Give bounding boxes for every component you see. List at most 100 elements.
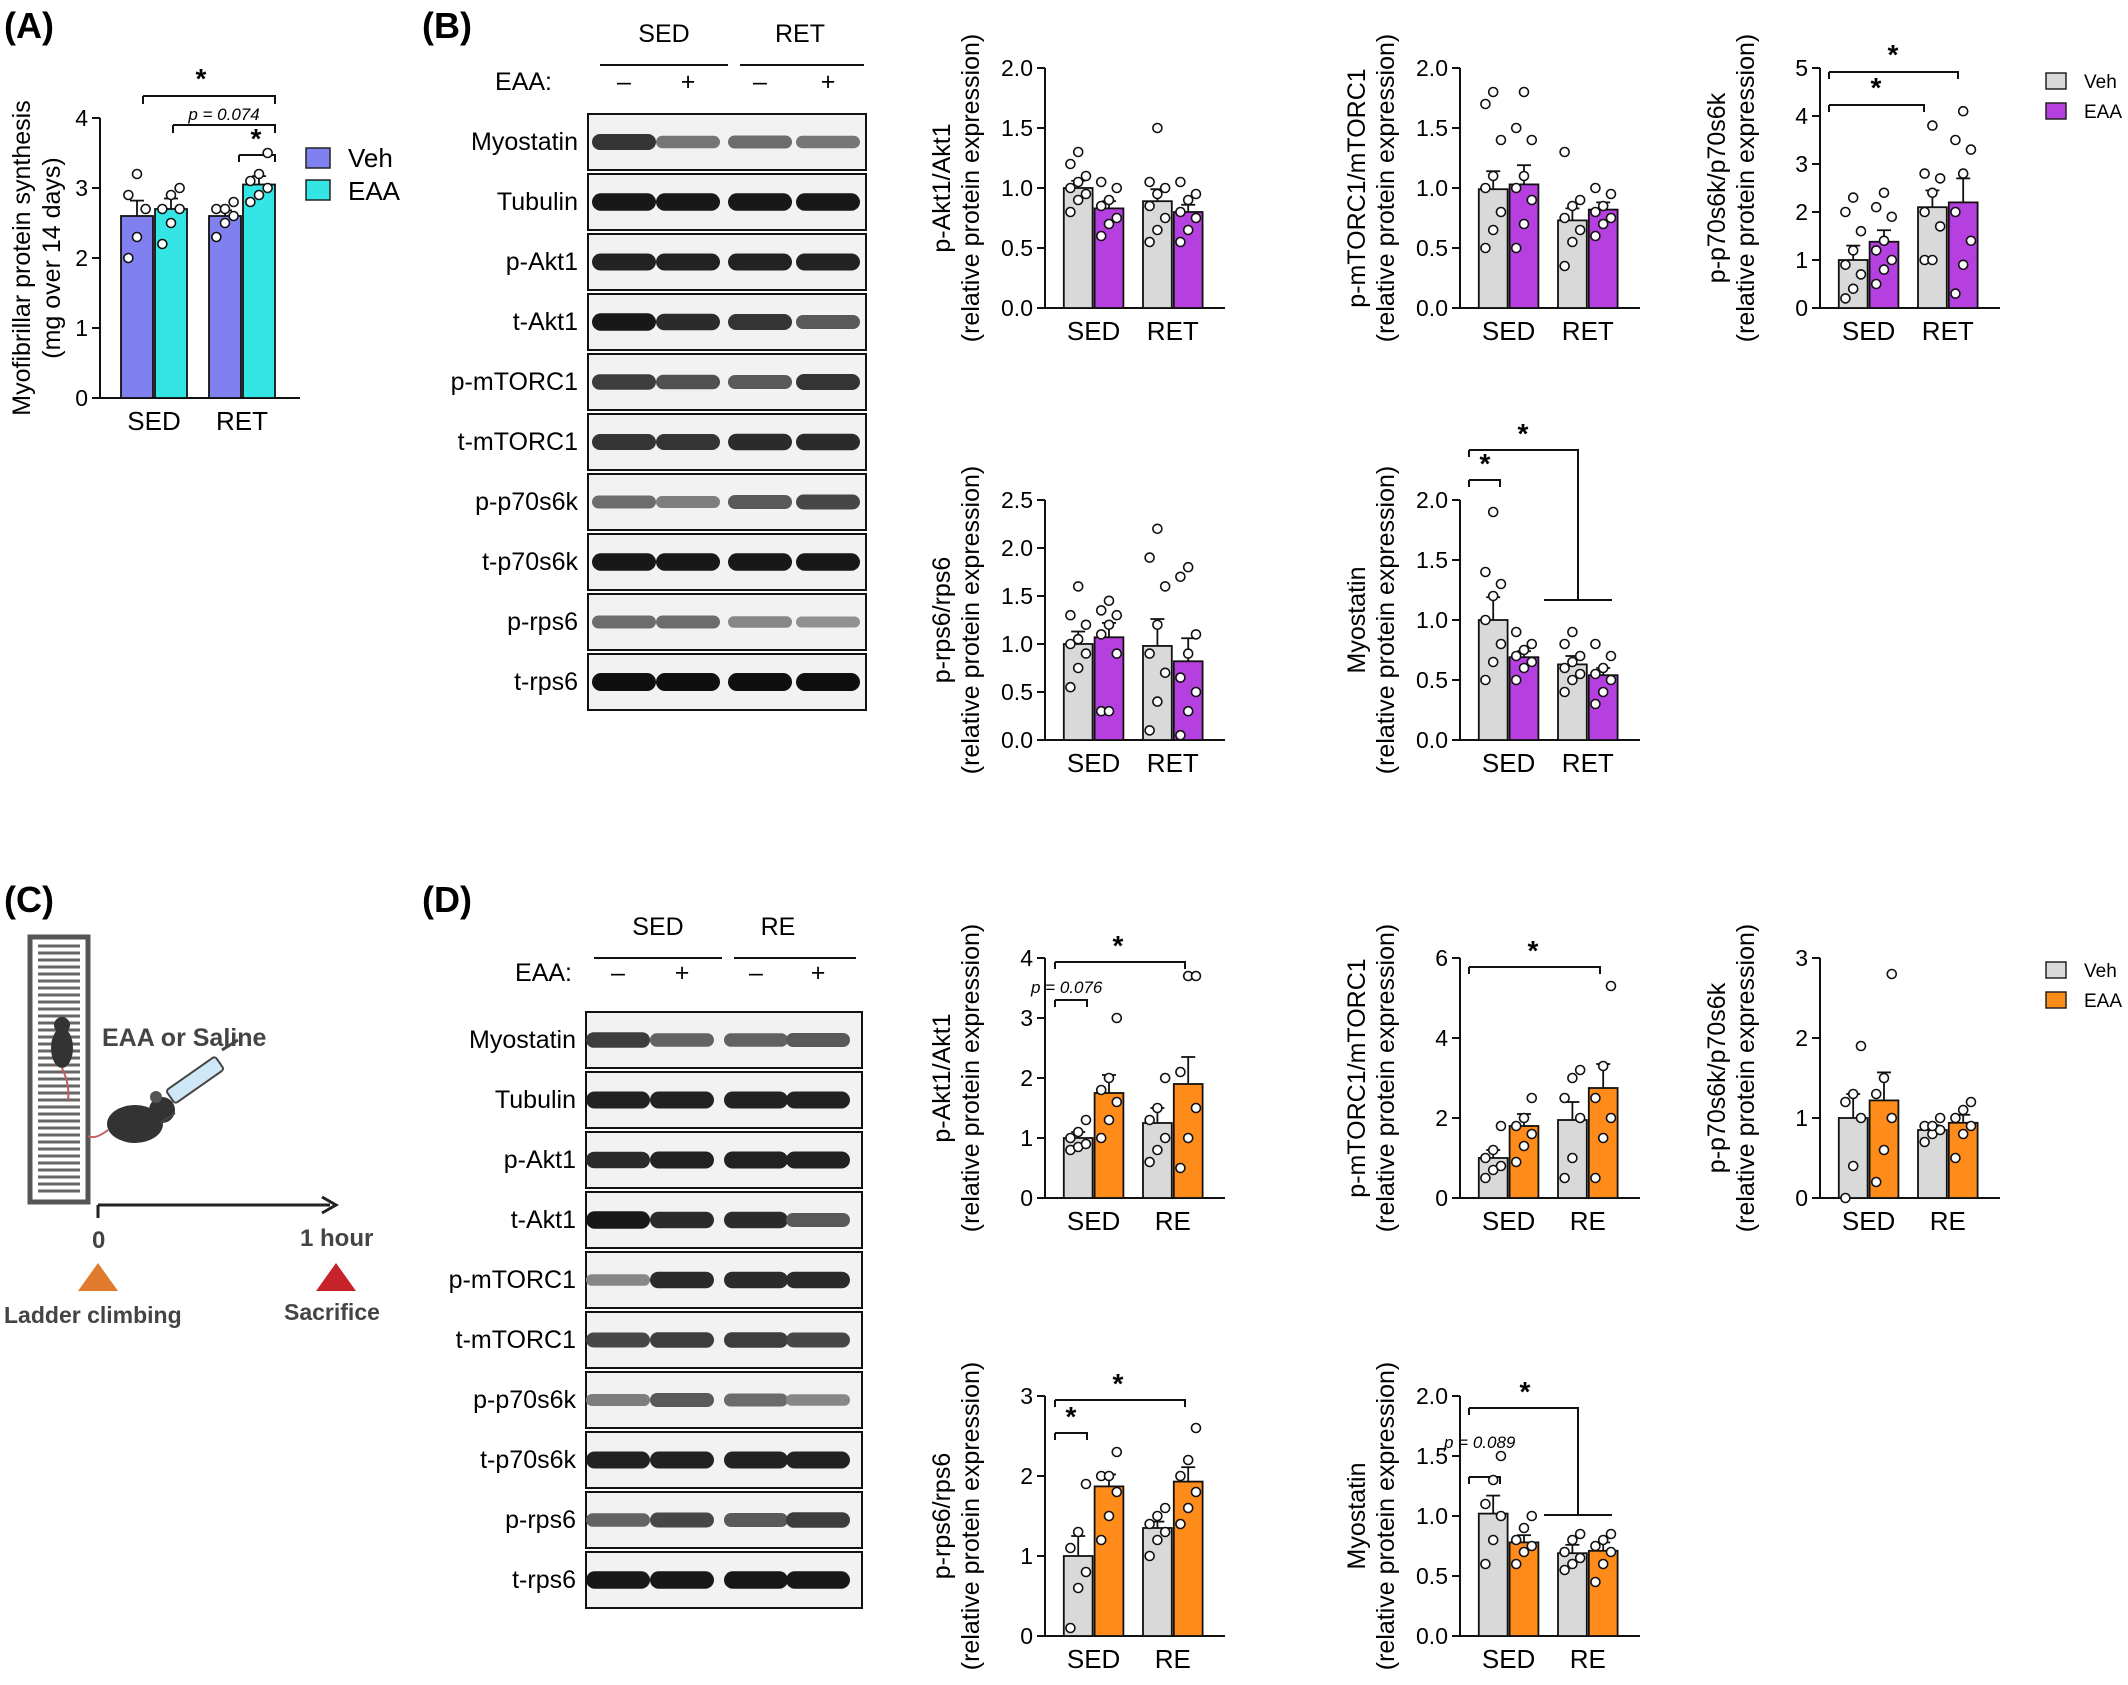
data-point [1495, 1450, 1507, 1462]
data-point [1065, 158, 1076, 170]
legend-d-eaa-label: EAA [2084, 991, 2122, 1012]
star-b-myo-2: * [1480, 448, 1491, 479]
data-point [1480, 1172, 1491, 1184]
data-point [1495, 638, 1507, 650]
blot-band [796, 374, 860, 390]
blot-row-label: t-rps6 [512, 1566, 576, 1594]
data-point [1919, 1136, 1930, 1148]
data-point [1526, 656, 1538, 668]
data-point [1152, 696, 1163, 707]
data-point [1080, 619, 1092, 631]
bracket-myo-b-1 [1468, 479, 1501, 487]
western-blot-d: SED RE EAA: – + – + Myostatin Tubulin p-Akt1 t-Akt… [449, 913, 863, 1609]
data-point [1111, 648, 1123, 659]
data-point [245, 196, 256, 208]
data-point [1518, 662, 1530, 674]
data-point [1095, 605, 1107, 616]
data-point [1510, 182, 1522, 194]
star-d-akt: * [1113, 930, 1124, 961]
blot-band [586, 1151, 650, 1169]
y-axis-label: (relative protein expression) [1372, 34, 1400, 342]
bar [154, 208, 188, 399]
blot-group-label: RE [761, 913, 796, 941]
x-category-label: SED [1067, 316, 1120, 346]
data-point [1159, 581, 1171, 592]
data-point [1111, 182, 1123, 194]
y-axis-label: p-Akt1/Akt1 [928, 123, 956, 252]
blot-band [650, 1033, 714, 1047]
data-point [1950, 1112, 1961, 1124]
data-point [1080, 648, 1092, 659]
data-point [1144, 648, 1155, 659]
blot-band [586, 1394, 650, 1406]
data-point [1526, 194, 1538, 206]
data-point [1144, 725, 1155, 736]
data-point [1870, 1088, 1882, 1100]
data-point [1526, 134, 1538, 146]
data-point [1870, 278, 1882, 290]
y-tick-label: 3 [1020, 1383, 1033, 1409]
data-point [1495, 1120, 1507, 1132]
blot-band [592, 673, 656, 691]
data-point [1095, 230, 1107, 242]
y-tick-label: 0.0 [1001, 727, 1033, 753]
y-tick-label: 0 [1020, 1185, 1033, 1211]
data-point [1957, 168, 1969, 179]
legend-a-veh-swatch [305, 147, 331, 169]
data-point [1574, 1064, 1586, 1076]
y-tick-label: 2 [75, 245, 88, 271]
blot-band [796, 553, 860, 571]
data-point [1590, 1172, 1601, 1184]
data-point [1175, 236, 1186, 248]
data-point [1065, 638, 1076, 650]
legend-d-veh-swatch [2045, 961, 2067, 979]
data-point [1559, 1564, 1570, 1576]
data-point [1152, 523, 1163, 535]
data-point [1597, 686, 1609, 698]
data-point [1518, 170, 1530, 182]
data-point [1526, 1540, 1538, 1552]
data-point [1510, 122, 1522, 134]
data-point [1559, 260, 1570, 272]
bracket-d-mtor [1468, 966, 1601, 974]
data-point [123, 189, 134, 201]
d-myostatin-chart: 0.0 0.5 1.0 1.5 2.0 Myostatin (relative protei… [1343, 1362, 1640, 1674]
syringe-icon [159, 1038, 239, 1124]
bar [1477, 1512, 1509, 1637]
bracket-p70-1 [1828, 71, 1959, 79]
y-axis-label: p-rps6/rps6 [928, 557, 956, 683]
blot-lane-sign: + [821, 68, 836, 96]
data-point [1526, 1092, 1538, 1104]
blot-band [728, 495, 792, 509]
data-point [1605, 188, 1617, 200]
time-zero: 0 [92, 1227, 105, 1254]
data-point [1590, 698, 1601, 710]
data-point [1152, 224, 1163, 236]
annotations-a [142, 95, 276, 162]
blot-band [586, 1091, 650, 1109]
x-category-label: SED [1067, 1206, 1120, 1236]
y-axis-label: Myofibrillar protein synthesis [8, 100, 36, 415]
data-point [1190, 629, 1202, 640]
x-category-label: RE [1155, 1206, 1191, 1236]
data-point [1111, 212, 1123, 224]
data-point [1072, 1526, 1084, 1538]
pval-d-akt: p = 0.076 [1030, 978, 1103, 997]
data-point [1152, 1534, 1163, 1546]
data-point [174, 182, 185, 194]
data-point [1597, 1558, 1609, 1570]
data-point [1103, 619, 1115, 631]
data-point [1886, 211, 1898, 223]
data-point [1144, 236, 1155, 248]
data-point [1487, 1144, 1499, 1156]
data-point [1605, 980, 1617, 992]
data-point [1103, 218, 1115, 230]
blot-band [796, 616, 860, 628]
data-point [1886, 1112, 1898, 1124]
legend-a-veh-label: Veh [348, 143, 393, 173]
data-point [1480, 242, 1491, 254]
blot-band [656, 673, 720, 691]
y-tick-label: 1 [1795, 1105, 1808, 1131]
data-point [1927, 1120, 1938, 1132]
blot-band [650, 1512, 714, 1528]
